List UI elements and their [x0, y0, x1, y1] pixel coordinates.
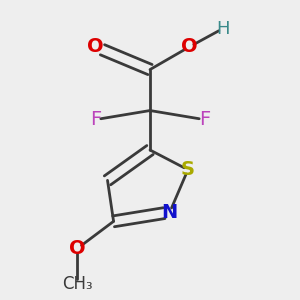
- Text: S: S: [181, 160, 195, 179]
- Text: N: N: [162, 203, 178, 222]
- Text: O: O: [69, 239, 86, 258]
- Text: F: F: [199, 110, 210, 129]
- Text: F: F: [90, 110, 101, 129]
- Text: O: O: [181, 37, 198, 56]
- Text: H: H: [216, 20, 230, 38]
- Text: O: O: [87, 37, 104, 56]
- Text: CH₃: CH₃: [62, 274, 92, 292]
